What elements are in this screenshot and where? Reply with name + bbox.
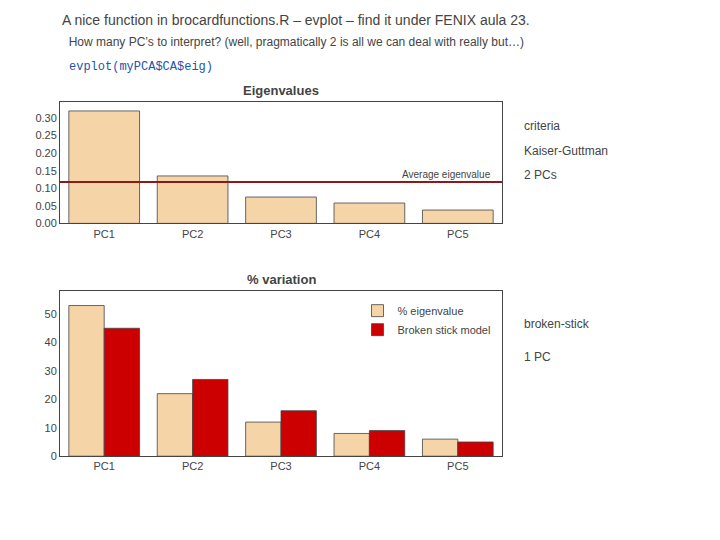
svg-text:How many PC’s to interpret? (w: How many PC’s to interpret? (well, pragm… [62,35,524,49]
svg-text:0.05: 0.05 [35,200,56,212]
svg-text:0.00: 0.00 [35,217,56,229]
svg-text:Broken stick model: Broken stick model [398,324,491,336]
svg-text:% eigenvalue: % eigenvalue [398,305,464,317]
svg-text:PC3: PC3 [270,460,291,472]
svg-text:20: 20 [45,393,57,405]
svg-text:PC2: PC2 [182,228,203,240]
svg-text:PC4: PC4 [359,228,380,240]
svg-text:PC1: PC1 [93,460,114,472]
svg-text:0.15: 0.15 [35,165,56,177]
svg-text:Kaiser-Guttman: Kaiser-Guttman [524,144,608,158]
svg-text:Eigenvalues: Eigenvalues [243,83,319,98]
svg-text:PC2: PC2 [182,460,203,472]
svg-text:40: 40 [45,336,57,348]
svg-text:broken-stick: broken-stick [524,317,590,331]
svg-text:0.30: 0.30 [35,112,56,124]
svg-text:PC1: PC1 [93,228,114,240]
svg-text:10: 10 [45,422,57,434]
svg-text:0.10: 0.10 [35,182,56,194]
svg-text:0.20: 0.20 [35,147,56,159]
svg-text:criteria: criteria [524,119,560,133]
svg-text:evplot(myPCA$CA$eig): evplot(myPCA$CA$eig) [69,60,213,74]
svg-text:PC5: PC5 [447,228,468,240]
svg-text:30: 30 [45,365,57,377]
svg-text:1 PC: 1 PC [524,350,551,364]
svg-text:% variation: % variation [247,272,316,287]
svg-text:Average eigenvalue: Average eigenvalue [402,169,491,180]
svg-text:0: 0 [51,450,57,462]
svg-text:PC3: PC3 [270,228,291,240]
svg-text:A nice function in brocardfunc: A nice function in brocardfunctions.R – … [62,12,530,28]
svg-text:50: 50 [45,308,57,320]
svg-text:PC5: PC5 [447,460,468,472]
svg-text:0.25: 0.25 [35,129,56,141]
svg-text:2 PCs: 2 PCs [524,168,557,182]
svg-text:PC4: PC4 [359,460,380,472]
